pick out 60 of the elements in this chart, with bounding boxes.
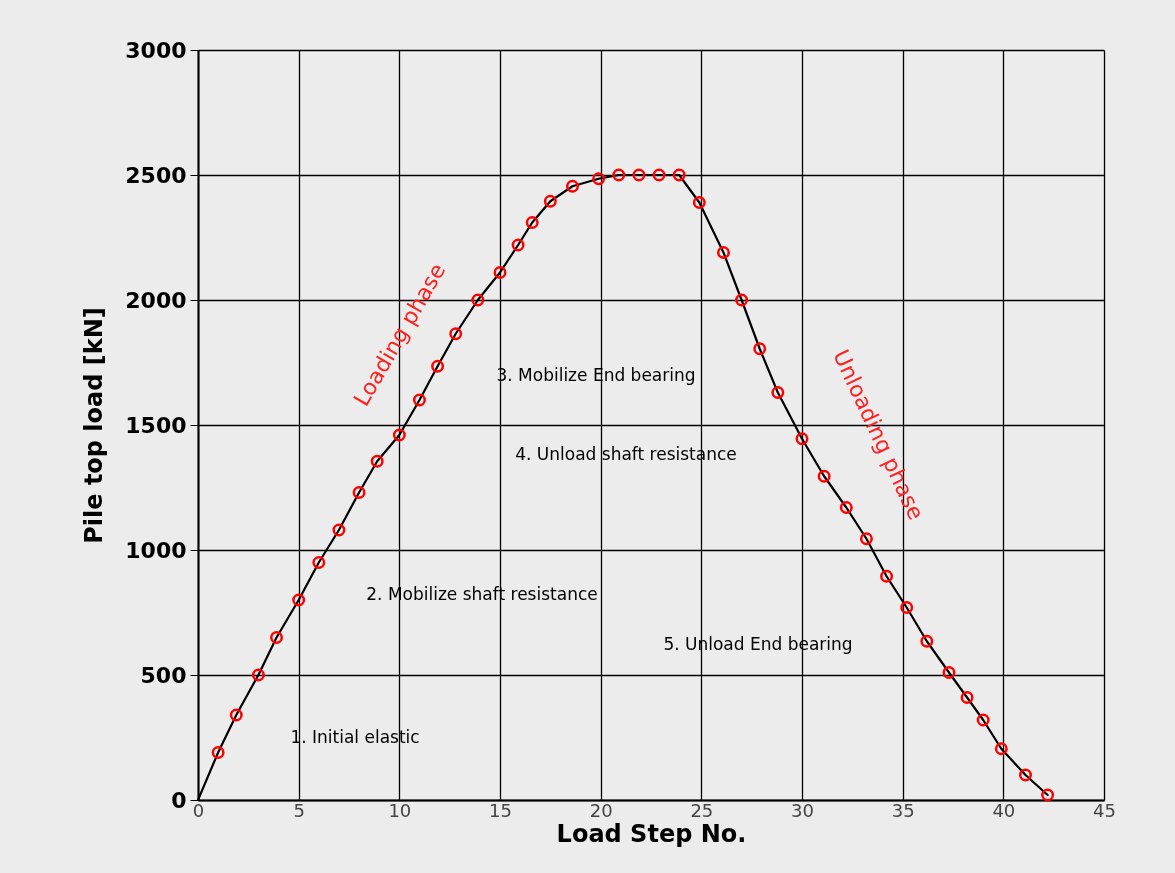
point bbox=[920, 634, 934, 648]
point bbox=[511, 238, 525, 252]
y-tick-label: 2500 bbox=[125, 162, 187, 188]
point bbox=[449, 327, 463, 341]
point bbox=[942, 666, 956, 679]
x-tick-label: 5 bbox=[293, 799, 305, 821]
point bbox=[565, 179, 579, 193]
point bbox=[753, 342, 767, 356]
y-tick-label: 1000 bbox=[125, 537, 187, 563]
point bbox=[612, 168, 626, 182]
point bbox=[900, 601, 914, 614]
y-tick-label: 1500 bbox=[125, 412, 187, 438]
point bbox=[211, 746, 225, 759]
x-tick-label: 30 bbox=[791, 799, 814, 821]
point bbox=[352, 486, 366, 499]
point bbox=[312, 556, 326, 569]
x-tick-label: 40 bbox=[992, 799, 1016, 821]
point bbox=[880, 569, 894, 583]
point bbox=[431, 359, 445, 373]
point bbox=[795, 432, 809, 446]
point bbox=[251, 668, 265, 682]
point bbox=[735, 293, 749, 307]
y-tick-label: 2000 bbox=[125, 287, 187, 313]
point bbox=[1041, 788, 1055, 802]
x-tick-label: 20 bbox=[589, 799, 613, 821]
y-axis-title: Pile top load [kN] bbox=[80, 307, 109, 544]
point bbox=[632, 168, 646, 182]
point bbox=[270, 631, 284, 644]
point bbox=[412, 393, 426, 407]
point bbox=[370, 454, 384, 468]
point bbox=[525, 216, 539, 229]
point bbox=[692, 196, 706, 209]
point bbox=[960, 691, 974, 704]
point bbox=[817, 469, 831, 483]
point bbox=[716, 246, 730, 259]
point bbox=[976, 713, 990, 727]
point bbox=[672, 168, 686, 182]
y-tick-label: 3000 bbox=[125, 37, 187, 63]
point bbox=[994, 742, 1008, 756]
x-tick-label: 25 bbox=[690, 799, 714, 821]
point bbox=[859, 532, 873, 546]
point bbox=[839, 501, 853, 514]
point bbox=[332, 523, 346, 537]
point bbox=[229, 708, 243, 722]
x-axis-title: Load Step No. bbox=[556, 819, 747, 848]
y-tick-label: 500 bbox=[140, 662, 187, 688]
point bbox=[652, 168, 666, 182]
point bbox=[771, 386, 785, 399]
point bbox=[1018, 768, 1032, 782]
point bbox=[493, 266, 507, 279]
x-tick-label: 45 bbox=[1093, 799, 1116, 821]
point bbox=[292, 593, 306, 607]
point bbox=[471, 293, 485, 307]
point bbox=[543, 194, 557, 208]
x-tick-label: 15 bbox=[489, 799, 512, 821]
point bbox=[392, 428, 406, 442]
point bbox=[592, 172, 606, 186]
x-tick-label: 35 bbox=[891, 799, 915, 821]
x-tick-label: 10 bbox=[388, 799, 412, 821]
x-tick-label: 0 bbox=[192, 799, 205, 821]
